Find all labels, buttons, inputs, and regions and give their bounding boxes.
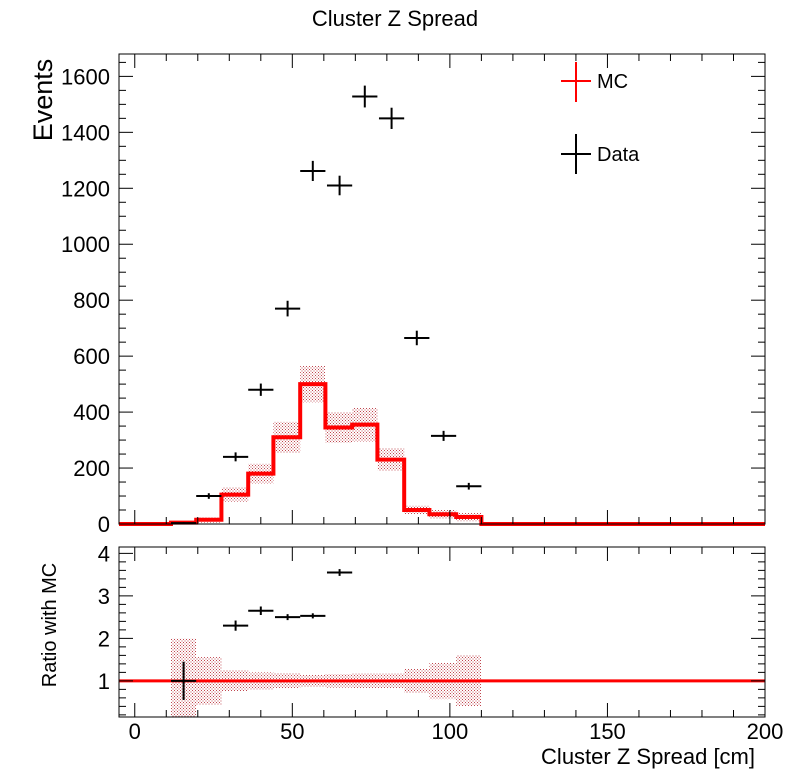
y-tick-label-top: 200 [73,456,110,481]
legend-data-label: Data [597,144,640,166]
y-tick-label-top: 400 [73,400,110,425]
y-tick-label-top: 0 [98,512,110,537]
ratio-points [170,569,353,700]
data-point [352,85,378,108]
y-tick-label-bottom: 3 [98,584,110,609]
x-tick-label: 50 [280,719,304,744]
legend-data-marker [561,134,591,174]
chart-title: Cluster Z Spread [312,6,478,31]
data-point [196,493,222,499]
y-tick-label-bottom: 2 [98,626,110,651]
ratio-point [222,620,249,631]
x-tick-label: 100 [432,719,469,744]
ratio-point [326,569,353,576]
data-point [274,300,301,317]
y-tick-label-bottom: 1 [98,669,110,694]
data-point [300,160,326,182]
y-tick-label-top: 600 [73,344,110,369]
data-point [456,482,482,490]
data-point [404,330,430,346]
top-plot-frame [118,53,766,525]
top-plot-axes: 0 200 400 600 800 1000 1200 1400 1600 [61,54,766,537]
mc-histogram-line [119,382,765,526]
data-point [248,383,274,396]
x-tick-label: 150 [589,719,626,744]
data-point [326,175,353,196]
data-point [222,452,249,462]
ratio-point [248,606,274,615]
data-point [430,430,457,441]
legend-mc-label: MC [597,71,628,93]
y-tick-label-top: 1200 [61,176,110,201]
legend-mc-marker [561,62,591,102]
bottom-plot-axes: 1 2 3 4 0 50 100 150 200 [98,541,784,744]
y-tick-label-top: 1400 [61,120,110,145]
data-point [378,107,405,129]
legend: MC Data [561,62,640,174]
x-tick-label: 200 [747,719,784,744]
y-axis-label-bottom: Ratio with MC [39,563,61,687]
ratio-point [170,661,197,700]
ratio-point [300,613,326,619]
y-tick-label-top: 1000 [61,232,110,257]
y-tick-label-top: 800 [73,288,110,313]
bottom-plot-frame [118,546,766,718]
ratio-uncertainty-band [170,638,482,717]
y-tick-label-bottom: 4 [98,541,110,566]
ratio-point [274,614,301,621]
x-tick-label: 0 [129,719,141,744]
y-axis-label-top: Events [28,59,58,142]
data-points [170,85,482,525]
x-axis-label: Cluster Z Spread [cm] [541,744,755,769]
y-tick-label-top: 1600 [61,64,110,89]
